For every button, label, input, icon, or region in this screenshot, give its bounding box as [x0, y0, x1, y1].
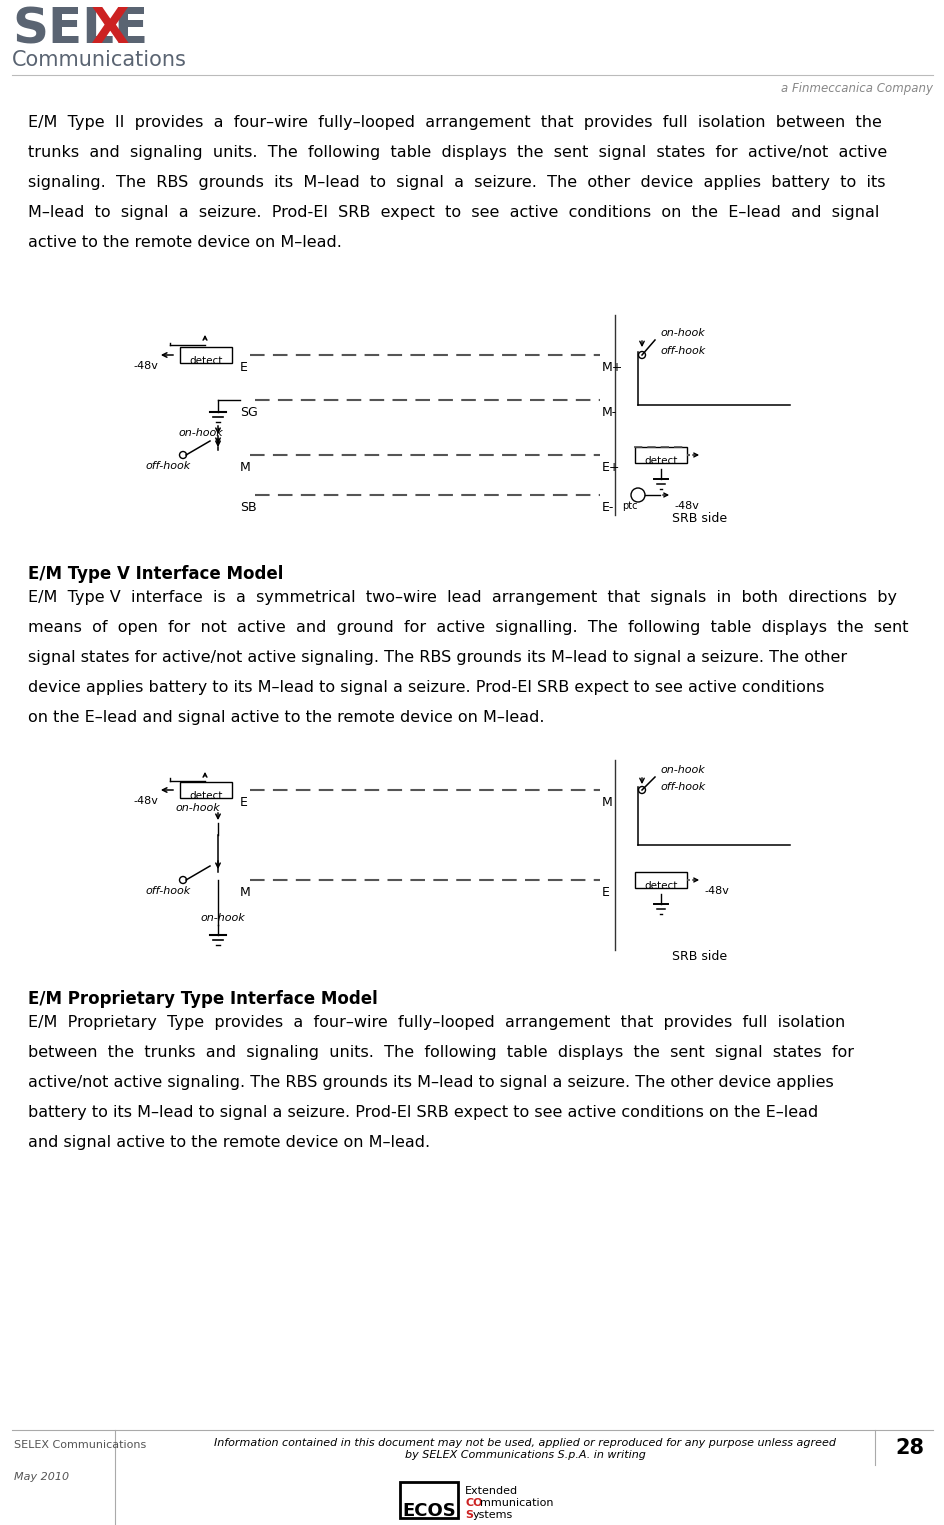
Bar: [179, 782, 232, 798]
Text: signal states for active/not active signaling. The RBS grounds its M–lead to sig: signal states for active/not active sign…: [28, 650, 846, 665]
Text: battery to its M–lead to signal a seizure. Prod-El SRB expect to see active cond: battery to its M–lead to signal a seizur…: [28, 1106, 818, 1119]
Text: ptc: ptc: [621, 502, 637, 511]
Text: off-hook: off-hook: [144, 886, 190, 897]
Text: on-hook: on-hook: [200, 913, 244, 923]
Text: -48v: -48v: [133, 361, 158, 371]
Text: mmunication: mmunication: [480, 1498, 553, 1508]
Text: trunks  and  signaling  units.  The  following  table  displays  the  sent  sign: trunks and signaling units. The followin…: [28, 145, 886, 160]
Text: on-hook: on-hook: [175, 804, 220, 813]
Text: E: E: [240, 361, 247, 374]
Text: on the E–lead and signal active to the remote device on M–lead.: on the E–lead and signal active to the r…: [28, 711, 544, 724]
Text: M: M: [240, 461, 250, 474]
Text: detect: detect: [189, 791, 223, 801]
Text: X: X: [90, 5, 128, 53]
Bar: [634, 447, 686, 464]
Text: active/not active signaling. The RBS grounds its M–lead to signal a seizure. The: active/not active signaling. The RBS gro…: [28, 1075, 833, 1090]
Text: M–lead  to  signal  a  seizure.  Prod-El  SRB  expect  to  see  active  conditio: M–lead to signal a seizure. Prod-El SRB …: [28, 204, 879, 220]
Text: a Finmeccanica Company: a Finmeccanica Company: [780, 82, 932, 95]
Text: E/M Proprietary Type Interface Model: E/M Proprietary Type Interface Model: [28, 990, 378, 1008]
Text: SRB side: SRB side: [672, 512, 727, 525]
Text: off-hook: off-hook: [659, 782, 704, 791]
Text: SB: SB: [240, 502, 257, 514]
Text: May 2010: May 2010: [14, 1472, 69, 1482]
Text: M: M: [240, 886, 250, 900]
Text: 28: 28: [895, 1438, 923, 1458]
Text: ystems: ystems: [473, 1510, 513, 1520]
Text: ECOS: ECOS: [402, 1502, 455, 1520]
Text: between  the  trunks  and  signaling  units.  The  following  table  displays  t: between the trunks and signaling units. …: [28, 1045, 853, 1060]
Text: Information contained in this document may not be used, applied or reproduced fo: Information contained in this document m…: [213, 1438, 835, 1459]
Text: signaling.  The  RBS  grounds  its  M–lead  to  signal  a  seizure.  The  other : signaling. The RBS grounds its M–lead to…: [28, 175, 885, 191]
Bar: [179, 348, 232, 363]
Text: device applies battery to its M–lead to signal a seizure. Prod-El SRB expect to : device applies battery to its M–lead to …: [28, 680, 823, 695]
Text: SELE: SELE: [12, 5, 148, 53]
Text: E-: E-: [601, 502, 614, 514]
Text: detect: detect: [644, 456, 677, 467]
Text: on-hook: on-hook: [659, 766, 704, 775]
Text: and signal active to the remote device on M–lead.: and signal active to the remote device o…: [28, 1135, 430, 1150]
Text: M+: M+: [601, 361, 623, 374]
Text: -48v: -48v: [703, 886, 728, 897]
Text: E+: E+: [601, 461, 620, 474]
Text: detect: detect: [644, 881, 677, 891]
Text: CO: CO: [464, 1498, 482, 1508]
Text: E: E: [240, 796, 247, 808]
Text: detect: detect: [189, 355, 223, 366]
Text: on-hook: on-hook: [177, 429, 223, 438]
Text: active to the remote device on M–lead.: active to the remote device on M–lead.: [28, 235, 342, 250]
Text: off-hook: off-hook: [144, 461, 190, 471]
Text: on-hook: on-hook: [659, 328, 704, 339]
Text: SG: SG: [240, 406, 258, 419]
Text: E/M  Type V  interface  is  a  symmetrical  two–wire  lead  arrangement  that  s: E/M Type V interface is a symmetrical tw…: [28, 590, 896, 605]
Text: E/M Type V Interface Model: E/M Type V Interface Model: [28, 564, 283, 583]
Bar: [634, 872, 686, 888]
Text: off-hook: off-hook: [659, 346, 704, 355]
Text: M-: M-: [601, 406, 616, 419]
Text: Extended: Extended: [464, 1485, 517, 1496]
Text: -48v: -48v: [673, 502, 699, 511]
Text: E: E: [601, 886, 609, 900]
Text: SRB side: SRB side: [672, 950, 727, 962]
Text: Communications: Communications: [12, 50, 187, 70]
Text: M: M: [601, 796, 612, 808]
Text: S: S: [464, 1510, 473, 1520]
Text: E/M  Type  II  provides  a  four–wire  fully–looped  arrangement  that  provides: E/M Type II provides a four–wire fully–l…: [28, 114, 881, 130]
Bar: [399, 1482, 458, 1517]
Text: means  of  open  for  not  active  and  ground  for  active  signalling.  The  f: means of open for not active and ground …: [28, 621, 907, 634]
Text: SELEX Communications: SELEX Communications: [14, 1440, 146, 1450]
Text: -48v: -48v: [133, 796, 158, 807]
Text: E/M  Proprietary  Type  provides  a  four–wire  fully–looped  arrangement  that : E/M Proprietary Type provides a four–wir…: [28, 1016, 844, 1029]
